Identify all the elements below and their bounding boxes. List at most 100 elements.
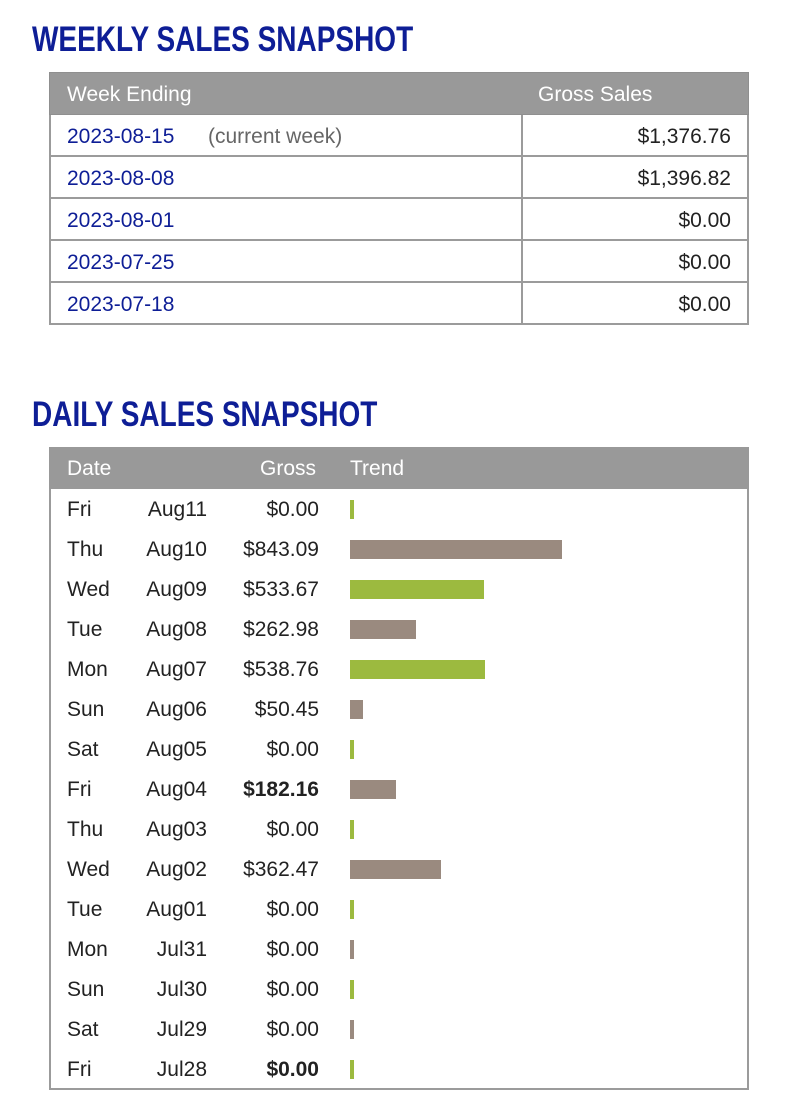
week-date-link[interactable]: 2023-08-08 bbox=[67, 167, 175, 190]
trend-bar bbox=[350, 980, 354, 999]
month-day: Aug03 bbox=[146, 818, 207, 841]
week-gross-amount: $0.00 bbox=[678, 293, 731, 316]
month-day: Jul31 bbox=[156, 938, 207, 961]
day-of-week: Thu bbox=[67, 538, 104, 561]
column-divider bbox=[521, 199, 523, 239]
daily-row: Fri Aug11 $0.00 bbox=[51, 489, 747, 529]
daily-gross-amount: $0.00 bbox=[266, 938, 319, 961]
date-header: Date bbox=[67, 457, 112, 480]
table-row: 2023-08-15 (current week) $1,376.76 bbox=[49, 115, 749, 157]
table-row: 2023-07-18 $0.00 bbox=[49, 283, 749, 325]
month-day: Aug01 bbox=[146, 898, 207, 921]
daily-row: Mon Aug07 $538.76 bbox=[51, 649, 747, 689]
daily-row: Tue Aug01 $0.00 bbox=[51, 889, 747, 929]
trend-bar bbox=[350, 660, 485, 679]
daily-row: Sat Jul29 $0.00 bbox=[51, 1009, 747, 1049]
day-of-week: Tue bbox=[67, 898, 103, 921]
week-gross-amount: $1,396.82 bbox=[637, 167, 731, 190]
daily-row: Thu Aug10 $843.09 bbox=[51, 529, 747, 569]
column-divider bbox=[521, 241, 523, 281]
table-row: 2023-08-01 $0.00 bbox=[49, 199, 749, 241]
weekly-sales-table: Week Ending Gross Sales 2023-08-15 (curr… bbox=[49, 72, 749, 325]
week-ending-header: Week Ending bbox=[67, 83, 192, 106]
day-of-week: Wed bbox=[67, 578, 110, 601]
daily-row: Mon Jul31 $0.00 bbox=[51, 929, 747, 969]
month-day: Jul28 bbox=[156, 1058, 207, 1081]
month-day: Aug09 bbox=[146, 578, 207, 601]
daily-row: Tue Aug08 $262.98 bbox=[51, 609, 747, 649]
month-day: Aug06 bbox=[146, 698, 207, 721]
day-of-week: Mon bbox=[67, 658, 108, 681]
table-row: 2023-07-25 $0.00 bbox=[49, 241, 749, 283]
day-of-week: Sat bbox=[67, 1018, 99, 1041]
week-date-link[interactable]: 2023-08-15 bbox=[67, 125, 175, 148]
trend-bar bbox=[350, 580, 484, 599]
week-gross-amount: $0.00 bbox=[678, 209, 731, 232]
week-date-link[interactable]: 2023-07-25 bbox=[67, 251, 175, 274]
month-day: Aug05 bbox=[146, 738, 207, 761]
trend-bar bbox=[350, 900, 354, 919]
trend-bar bbox=[350, 860, 441, 879]
trend-bar bbox=[350, 1020, 354, 1039]
trend-bar bbox=[350, 780, 396, 799]
weekly-sales-title: WEEKLY SALES SNAPSHOT bbox=[32, 20, 414, 59]
daily-row: Sun Jul30 $0.00 bbox=[51, 969, 747, 1009]
day-of-week: Fri bbox=[67, 498, 92, 521]
daily-gross-amount: $182.16 bbox=[243, 778, 319, 801]
daily-gross-amount: $0.00 bbox=[266, 978, 319, 1001]
table-row: 2023-08-08 $1,396.82 bbox=[49, 157, 749, 199]
trend-header: Trend bbox=[350, 457, 405, 480]
daily-sales-table: Date Gross Trend Fri Aug11 $0.00 Thu Aug10 $8… bbox=[49, 447, 749, 1090]
daily-gross-amount: $533.67 bbox=[243, 578, 319, 601]
day-of-week: Sat bbox=[67, 738, 99, 761]
trend-bar bbox=[350, 700, 363, 719]
daily-gross-amount: $0.00 bbox=[266, 738, 319, 761]
daily-row: Fri Aug04 $182.16 bbox=[51, 769, 747, 809]
trend-bar bbox=[350, 740, 354, 759]
trend-bar bbox=[350, 940, 354, 959]
daily-row: Sat Aug05 $0.00 bbox=[51, 729, 747, 769]
month-day: Aug07 bbox=[146, 658, 207, 681]
week-date-link[interactable]: 2023-07-18 bbox=[67, 293, 175, 316]
month-day: Jul29 bbox=[156, 1018, 207, 1041]
daily-row: Sun Aug06 $50.45 bbox=[51, 689, 747, 729]
daily-gross-amount: $0.00 bbox=[266, 1018, 319, 1041]
day-of-week: Sun bbox=[67, 698, 105, 721]
daily-gross-amount: $0.00 bbox=[266, 898, 319, 921]
day-of-week: Thu bbox=[67, 818, 104, 841]
month-day: Aug10 bbox=[146, 538, 207, 561]
gross-sales-header: Gross Sales bbox=[538, 83, 653, 106]
current-week-note: (current week) bbox=[208, 125, 343, 148]
day-of-week: Sun bbox=[67, 978, 105, 1001]
month-day: Jul30 bbox=[156, 978, 207, 1001]
daily-table-header: Date Gross Trend bbox=[49, 447, 749, 489]
daily-gross-amount: $0.00 bbox=[266, 498, 319, 521]
daily-gross-amount: $843.09 bbox=[243, 538, 319, 561]
daily-gross-amount: $538.76 bbox=[243, 658, 319, 681]
daily-gross-amount: $0.00 bbox=[266, 1058, 319, 1081]
daily-sales-title: DAILY SALES SNAPSHOT bbox=[32, 395, 378, 434]
week-gross-amount: $0.00 bbox=[678, 251, 731, 274]
day-of-week: Fri bbox=[67, 1058, 92, 1081]
daily-row: Wed Aug09 $533.67 bbox=[51, 569, 747, 609]
column-divider bbox=[521, 283, 523, 323]
day-of-week: Mon bbox=[67, 938, 108, 961]
month-day: Aug08 bbox=[146, 618, 207, 641]
month-day: Aug04 bbox=[146, 778, 207, 801]
trend-bar bbox=[350, 1060, 354, 1079]
day-of-week: Tue bbox=[67, 618, 103, 641]
daily-row: Fri Jul28 $0.00 bbox=[51, 1049, 747, 1089]
trend-bar bbox=[350, 540, 562, 559]
month-day: Aug02 bbox=[146, 858, 207, 881]
day-of-week: Wed bbox=[67, 858, 110, 881]
daily-gross-amount: $362.47 bbox=[243, 858, 319, 881]
trend-bar bbox=[350, 620, 416, 639]
daily-gross-amount: $50.45 bbox=[254, 698, 319, 721]
column-divider bbox=[521, 157, 523, 197]
day-of-week: Fri bbox=[67, 778, 92, 801]
gross-header: Gross bbox=[260, 457, 317, 480]
month-day: Aug11 bbox=[147, 498, 207, 521]
week-date-link[interactable]: 2023-08-01 bbox=[67, 209, 175, 232]
daily-gross-amount: $262.98 bbox=[243, 618, 319, 641]
daily-row: Wed Aug02 $362.47 bbox=[51, 849, 747, 889]
